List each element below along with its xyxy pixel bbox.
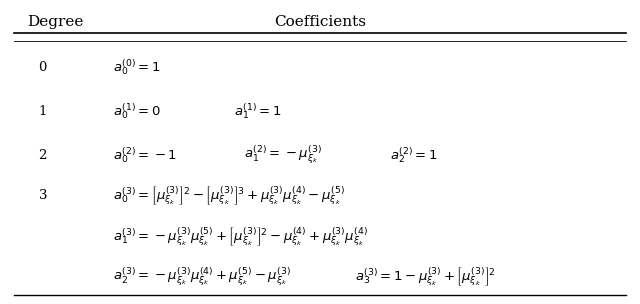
Text: Degree: Degree [27,16,83,29]
Text: $a_0^{(1)} = 0$: $a_0^{(1)} = 0$ [113,102,161,121]
Text: 1: 1 [38,105,47,118]
Text: 0: 0 [38,61,47,74]
Text: $a_0^{(3)} = \left[\mu_{\xi_k}^{(3)}\right]^2 - \left[\mu_{\xi_k}^{(3)}\right]^3: $a_0^{(3)} = \left[\mu_{\xi_k}^{(3)}\rig… [113,184,345,207]
Text: $a_1^{(1)} = 1$: $a_1^{(1)} = 1$ [234,102,282,121]
Text: $a_1^{(3)} = -\mu_{\xi_k}^{(3)}\mu_{\xi_k}^{(5)} + \left[\mu_{\xi_k}^{(3)}\right: $a_1^{(3)} = -\mu_{\xi_k}^{(3)}\mu_{\xi_… [113,225,368,248]
Text: 3: 3 [38,189,47,202]
Text: 2: 2 [38,149,47,161]
Text: Coefficients: Coefficients [274,16,366,29]
Text: $a_2^{(2)} = 1$: $a_2^{(2)} = 1$ [390,145,438,165]
Text: $a_2^{(3)} = -\mu_{\xi_k}^{(3)}\mu_{\xi_k}^{(4)} + \mu_{\xi_k}^{(5)} - \mu_{\xi_: $a_2^{(3)} = -\mu_{\xi_k}^{(3)}\mu_{\xi_… [113,266,291,288]
Text: $a_3^{(3)} = 1 - \mu_{\xi_k}^{(3)} + \left[\mu_{\xi_k}^{(3)}\right]^2$: $a_3^{(3)} = 1 - \mu_{\xi_k}^{(3)} + \le… [355,266,496,288]
Text: $a_0^{(0)} = 1$: $a_0^{(0)} = 1$ [113,58,161,78]
Text: $a_0^{(2)} = -1$: $a_0^{(2)} = -1$ [113,145,177,165]
Text: $a_1^{(2)} = -\mu_{\xi_k}^{(3)}$: $a_1^{(2)} = -\mu_{\xi_k}^{(3)}$ [244,144,321,166]
